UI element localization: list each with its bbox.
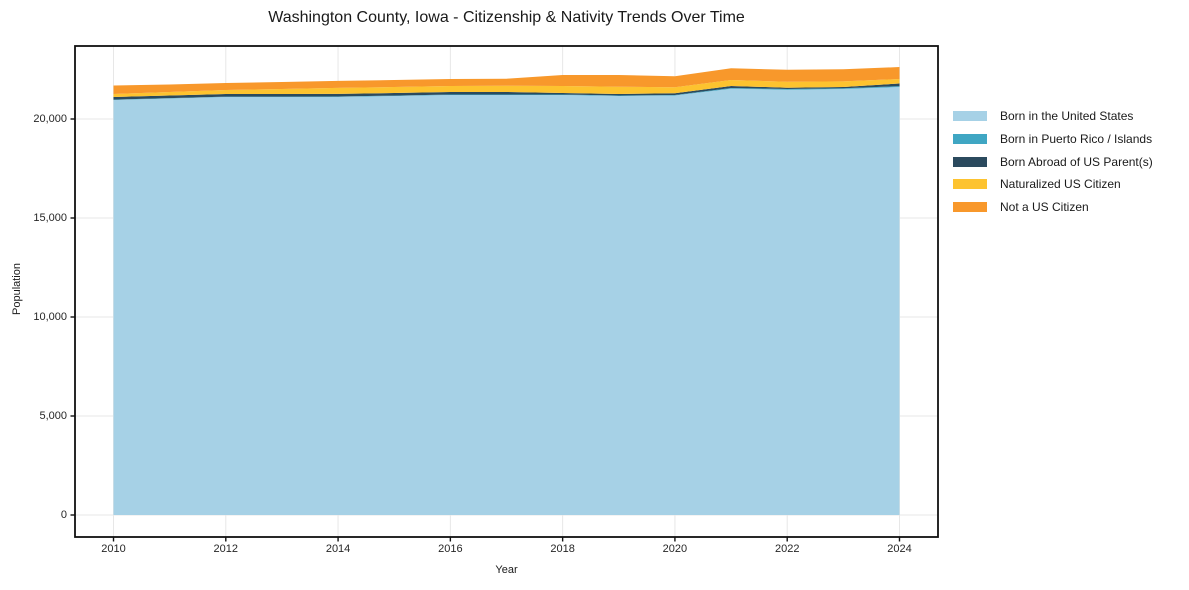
- area-not-a-us-citizen: [113, 67, 900, 94]
- plot-border: [74, 45, 939, 538]
- y-tick-label: 15,000: [33, 212, 67, 224]
- area-naturalized-us-citizen: [113, 79, 900, 97]
- legend-swatch-icon: [953, 111, 987, 121]
- x-tick-label: 2024: [887, 543, 912, 555]
- legend-label: Naturalized US Citizen: [1000, 177, 1121, 192]
- y-tick-label: 10,000: [33, 311, 67, 323]
- legend-swatch-icon: [953, 156, 987, 167]
- legend-item-born-in-puerto-rico-islands: Born in Puerto Rico / Islands: [953, 132, 1152, 146]
- legend-swatch-icon: [953, 179, 987, 190]
- x-axis-label: Year: [495, 564, 518, 576]
- legend-item-born-abroad-of-us-parent-s: Born Abroad of US Parent(s): [953, 155, 1153, 169]
- legend-swatch-icon: [953, 133, 987, 144]
- x-tick-label: 2016: [438, 543, 463, 555]
- area-born-abroad-of-us-parent-s: [113, 83, 900, 100]
- area-born-in-the-united-states: [113, 87, 900, 515]
- legend-label: Born in Puerto Rico / Islands: [1000, 131, 1153, 146]
- x-tick-label: 2018: [550, 543, 575, 555]
- x-tick-label: 2022: [774, 543, 800, 555]
- legend-item-not-a-us-citizen: Not a US Citizen: [953, 200, 1089, 214]
- x-tick-label: 2012: [213, 543, 239, 555]
- legend-swatch-icon: [953, 202, 987, 213]
- chart-title: Washington County, Iowa - Citizenship & …: [268, 9, 745, 26]
- legend-item-naturalized-us-citizen: Naturalized US Citizen: [953, 177, 1121, 191]
- x-tick-label: 2020: [662, 543, 688, 555]
- y-tick-label: 20,000: [33, 113, 67, 125]
- y-tick-label: 0: [60, 509, 67, 521]
- legend-label: Born in the United States: [1000, 109, 1134, 123]
- x-tick-label: 2010: [101, 543, 126, 555]
- legend-item-born-in-the-united-states: Born in the United States: [953, 109, 1133, 123]
- legend-label: Not a US Citizen: [1000, 200, 1089, 215]
- y-tick-label: 5,000: [39, 410, 67, 422]
- legend-label: Born Abroad of US Parent(s): [1000, 154, 1153, 169]
- x-tick-label: 2014: [325, 543, 351, 555]
